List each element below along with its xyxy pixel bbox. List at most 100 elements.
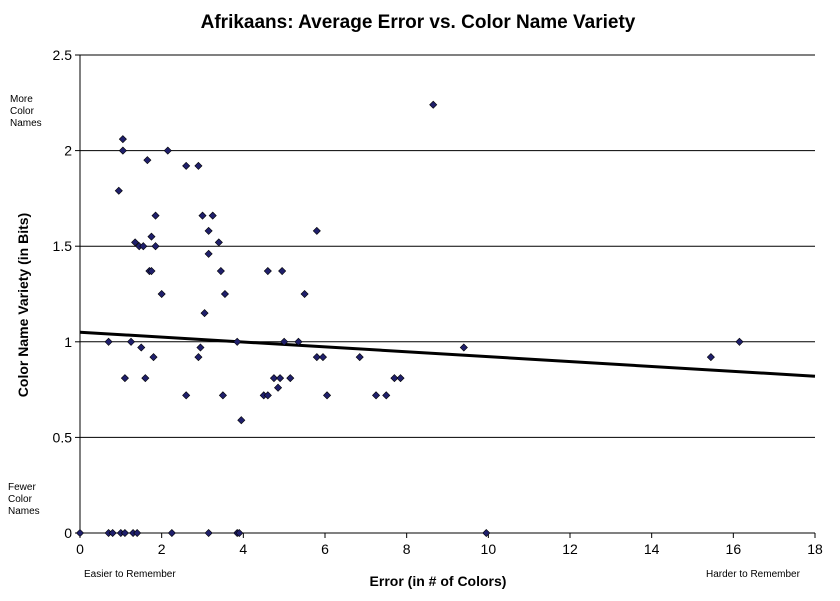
x-tick-label-7: 14 — [644, 541, 660, 557]
data-point — [214, 238, 223, 247]
data-point — [163, 146, 172, 155]
y-tick-label-0: 0 — [64, 525, 72, 541]
y-tick-label-2: 1 — [64, 334, 72, 350]
x-tick-labels: 0 2 4 6 8 10 12 14 16 18 — [76, 541, 823, 557]
annotation-more-line-3: Names — [10, 118, 42, 129]
data-points — [75, 100, 744, 538]
y-tick-label-1: 0.5 — [53, 429, 73, 445]
y-tick-labels: 0 0.5 1 1.5 2 2.5 — [53, 47, 73, 541]
annotation-harder-to-remember: Harder to Remember — [706, 569, 801, 580]
data-point — [75, 528, 85, 538]
data-point — [263, 391, 272, 400]
data-point — [114, 186, 123, 195]
data-point — [147, 267, 156, 276]
data-point — [216, 267, 225, 276]
data-point — [204, 249, 213, 258]
data-point — [182, 161, 191, 170]
data-point — [118, 135, 127, 144]
data-point — [274, 383, 283, 392]
data-point — [118, 146, 127, 155]
data-point — [131, 238, 140, 247]
data-point — [318, 353, 327, 362]
x-tick-label-8: 16 — [726, 541, 742, 557]
data-point — [276, 374, 285, 383]
data-point — [208, 211, 217, 220]
data-point — [706, 353, 715, 362]
annotation-fewer-line-2: Color — [8, 494, 33, 505]
data-point — [482, 528, 491, 538]
data-point — [127, 337, 136, 346]
data-point — [286, 374, 295, 383]
x-tick-label-5: 10 — [481, 541, 497, 557]
data-point — [278, 267, 287, 276]
data-point — [300, 289, 309, 299]
data-point — [137, 343, 146, 352]
data-point — [382, 391, 391, 400]
data-point — [182, 391, 191, 400]
x-axis-label: Error (in # of Colors) — [370, 573, 507, 589]
data-point — [139, 242, 148, 251]
data-point — [396, 374, 405, 383]
data-point — [108, 528, 117, 538]
x-tick-label-1: 2 — [158, 541, 166, 557]
data-point — [147, 232, 156, 241]
data-point — [235, 528, 244, 538]
data-point — [204, 226, 213, 235]
grid-lines — [80, 54, 815, 438]
axes — [75, 54, 816, 538]
chart-title: Afrikaans: Average Error vs. Color Name … — [201, 12, 636, 33]
data-point — [294, 337, 303, 346]
annotation-fewer-color-names: Fewer Color Names — [8, 482, 40, 517]
data-point — [167, 528, 176, 538]
annotation-fewer-line-1: Fewer — [8, 482, 36, 493]
data-point — [104, 337, 113, 346]
data-point — [355, 353, 364, 362]
annotation-fewer-line-3: Names — [8, 506, 40, 517]
data-point — [204, 528, 213, 538]
data-point — [133, 528, 142, 538]
data-point — [200, 309, 209, 318]
data-point — [233, 337, 242, 346]
data-point — [429, 100, 438, 109]
x-tick-label-3: 6 — [321, 541, 329, 557]
y-tick-label-3: 1.5 — [53, 238, 73, 254]
data-point — [198, 211, 207, 220]
data-point — [269, 374, 278, 383]
trendline-line — [79, 330, 816, 378]
data-point — [323, 391, 332, 400]
trendline — [79, 330, 816, 378]
data-point — [157, 289, 166, 299]
y-tick-label-4: 2 — [64, 143, 72, 159]
x-tick-label-9: 18 — [807, 541, 823, 557]
annotation-more-line-1: More — [10, 94, 33, 105]
data-point — [312, 353, 321, 362]
annotation-more-line-2: Color — [10, 106, 35, 117]
data-point — [237, 416, 246, 425]
data-point — [312, 226, 321, 235]
data-point — [194, 353, 203, 362]
data-point — [372, 391, 381, 400]
annotation-easier-to-remember: Easier to Remember — [84, 569, 176, 580]
data-point — [390, 374, 399, 383]
data-point — [459, 343, 468, 352]
data-point — [143, 156, 152, 165]
annotation-more-color-names: More Color Names — [10, 94, 42, 129]
x-tick-label-2: 4 — [239, 541, 247, 557]
data-point — [220, 289, 229, 299]
data-point — [735, 337, 744, 346]
x-tick-label-6: 12 — [562, 541, 578, 557]
data-point — [194, 161, 203, 170]
x-tick-label-0: 0 — [76, 541, 84, 557]
data-point — [141, 374, 150, 383]
data-point — [151, 242, 160, 251]
data-point — [151, 211, 160, 220]
data-point — [120, 528, 129, 538]
y-tick-label-5: 2.5 — [53, 47, 73, 63]
data-point — [218, 391, 227, 400]
y-axis-label: Color Name Variety (in Bits) — [15, 213, 31, 397]
data-point — [280, 337, 289, 346]
data-point — [120, 374, 129, 383]
data-point — [149, 353, 158, 362]
data-point — [196, 343, 205, 352]
